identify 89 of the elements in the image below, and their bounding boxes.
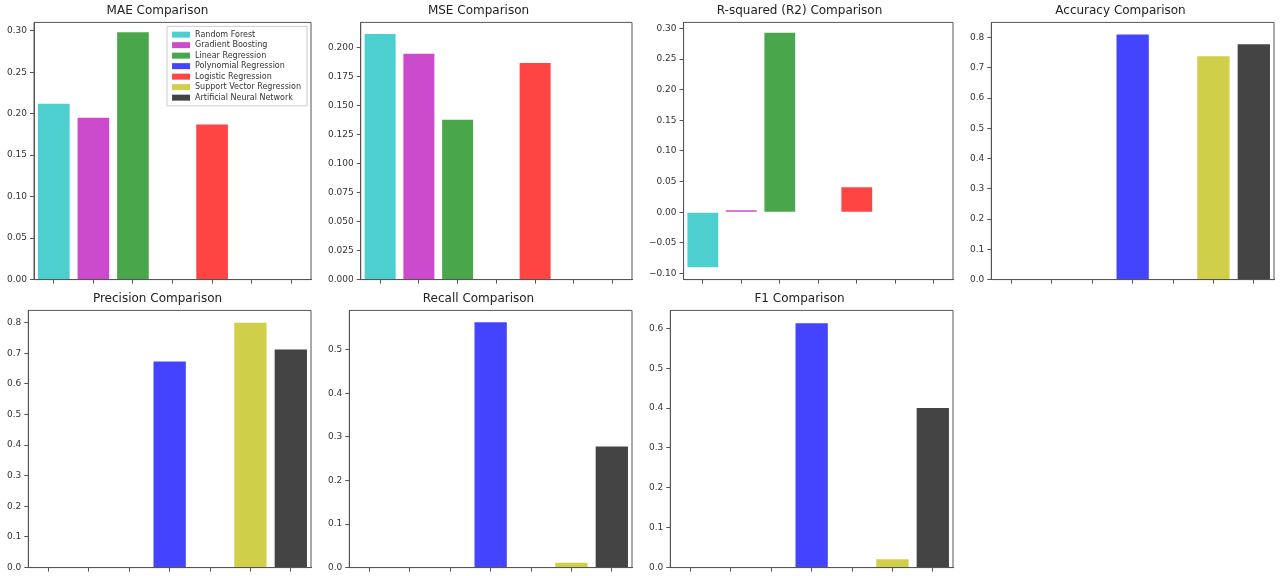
- y-tick-label: 0.0: [648, 561, 664, 572]
- y-tick-label: 0.1: [969, 243, 985, 254]
- bar: [595, 446, 628, 568]
- bar: [555, 562, 588, 568]
- y-tick-label: 0.2: [648, 482, 664, 493]
- bar: [153, 361, 186, 568]
- y-tick-label: 0.25: [6, 66, 28, 77]
- y-tick-label: 0.20: [656, 84, 677, 95]
- y-tick-label: 0.2: [327, 474, 343, 485]
- bar: [234, 322, 267, 568]
- chart-title: Precision Comparison: [92, 291, 223, 306]
- y-tick-label: 0.30: [6, 25, 28, 36]
- y-tick-label: 0.6: [648, 322, 664, 333]
- y-tick-label: 0.025: [328, 244, 354, 255]
- y-tick-label: 0.2: [6, 500, 22, 511]
- y-tick-label: 0.1: [648, 522, 664, 533]
- y-tick-label: 0.4: [327, 387, 343, 398]
- legend-label: Gradient Boosting: [195, 40, 268, 50]
- bar: [876, 559, 909, 568]
- bar: [519, 62, 551, 280]
- chart-title: MSE Comparison: [427, 3, 530, 18]
- y-tick-label: −0.05: [648, 237, 677, 248]
- y-tick-label: 0.10: [656, 145, 677, 156]
- y-tick-label: 0.05: [656, 175, 677, 186]
- y-tick-label: 0.100: [328, 158, 355, 169]
- y-tick-label: 0.3: [648, 442, 664, 453]
- y-tick-label: 0.4: [969, 152, 985, 163]
- bar: [442, 119, 474, 280]
- y-tick-label: −0.10: [648, 267, 677, 278]
- bar: [364, 33, 396, 280]
- bar: [1197, 56, 1230, 280]
- y-tick-label: 0.7: [6, 347, 22, 358]
- bar: [795, 323, 828, 568]
- y-tick-label: 0.5: [6, 408, 22, 419]
- bar: [1116, 34, 1149, 280]
- y-tick-label: 0.3: [969, 183, 985, 194]
- chart-title: R-squared (R2) Comparison: [716, 3, 883, 18]
- y-tick-label: 0.3: [327, 431, 343, 442]
- chart-title: Accuracy Comparison: [1055, 3, 1186, 18]
- chart-title: Recall Comparison: [422, 291, 535, 306]
- y-tick-label: 0.8: [969, 31, 985, 42]
- y-tick-label: 0.2: [969, 213, 985, 224]
- y-tick-label: 0.6: [969, 92, 985, 103]
- bar: [274, 349, 307, 568]
- y-tick-label: 0.125: [328, 129, 354, 140]
- legend-label: Artificial Neural Network: [195, 92, 294, 102]
- y-tick-label: 0.4: [648, 402, 664, 413]
- y-tick-label: 0.30: [656, 22, 677, 33]
- legend-label: Logistic Regression: [195, 71, 272, 81]
- y-tick-label: 0.00: [6, 273, 28, 284]
- y-tick-label: 0.10: [6, 190, 28, 201]
- legend-label: Polynomial Regression: [195, 61, 285, 71]
- y-tick-label: 0.00: [656, 206, 677, 217]
- y-tick-label: 0.075: [328, 187, 354, 198]
- y-tick-label: 0.0: [327, 561, 343, 572]
- y-tick-label: 0.1: [6, 531, 22, 542]
- bar: [403, 53, 435, 280]
- y-tick-label: 0.25: [656, 53, 677, 64]
- y-tick-label: 0.3: [6, 470, 22, 481]
- y-tick-label: 0.6: [6, 378, 22, 389]
- bar: [764, 32, 796, 212]
- y-tick-label: 0.0: [6, 561, 22, 572]
- bar: [687, 212, 719, 268]
- y-tick-label: 0.20: [6, 108, 28, 119]
- y-tick-label: 0.050: [328, 216, 355, 227]
- bar: [916, 408, 949, 568]
- bar: [1237, 44, 1270, 280]
- legend-label: Random Forest: [195, 29, 256, 39]
- legend-label: Linear Regression: [195, 50, 267, 60]
- chart-title: MAE Comparison: [106, 3, 209, 18]
- bar: [474, 322, 507, 568]
- y-tick-label: 0.1: [327, 518, 343, 529]
- chart-title: F1 Comparison: [754, 291, 845, 306]
- y-tick-label: 0.5: [648, 362, 664, 373]
- y-tick-label: 0.7: [969, 62, 985, 73]
- y-tick-label: 0.15: [656, 114, 677, 125]
- y-tick-label: 0.5: [327, 343, 343, 354]
- y-tick-label: 0.0: [969, 273, 985, 284]
- y-tick-label: 0.150: [328, 100, 355, 111]
- y-tick-label: 0.200: [328, 42, 355, 53]
- bar: [841, 187, 873, 212]
- y-tick-label: 0.8: [6, 316, 22, 327]
- y-tick-label: 0.000: [328, 273, 355, 284]
- y-tick-label: 0.5: [969, 122, 985, 133]
- legend-label: Support Vector Regression: [195, 82, 302, 92]
- y-tick-label: 0.175: [328, 71, 354, 82]
- y-tick-label: 0.05: [6, 232, 28, 243]
- y-tick-label: 0.15: [6, 149, 28, 160]
- y-tick-label: 0.4: [6, 439, 22, 450]
